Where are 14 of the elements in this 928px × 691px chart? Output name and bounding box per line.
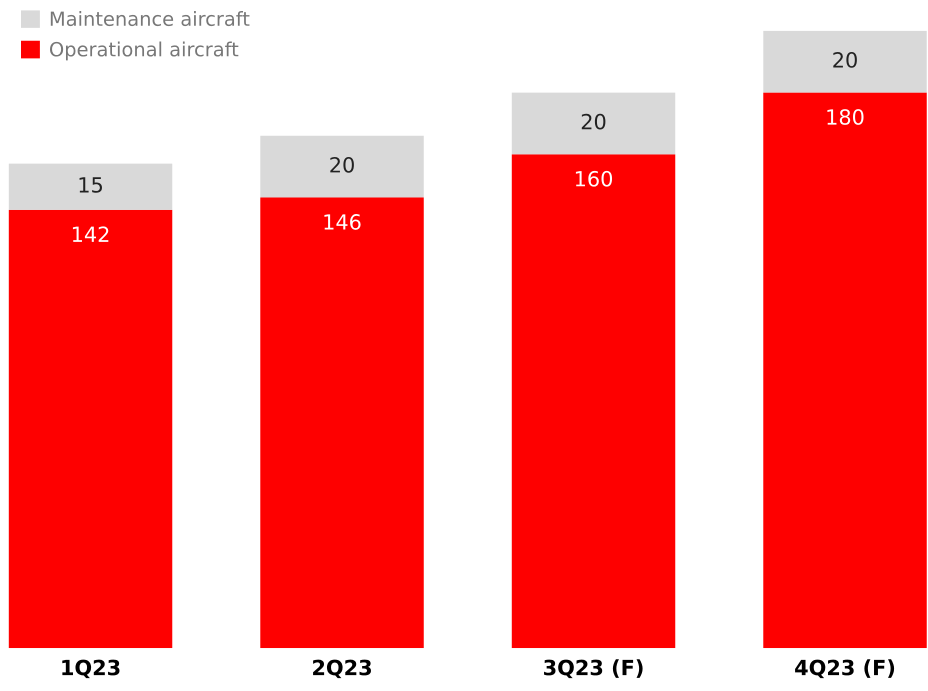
data-label: 160 — [576, 170, 612, 187]
data-label: 20 — [582, 114, 606, 130]
data-label: 180 — [827, 109, 864, 125]
data-label: 15 — [80, 177, 102, 193]
legend-label: Maintenance aircraft — [50, 11, 250, 26]
x-tick-label: 2Q23 — [313, 660, 371, 678]
data-label: 146 — [324, 214, 361, 230]
x-tick-label: 3Q23 (F) — [544, 659, 643, 678]
data-label: 20 — [833, 52, 857, 68]
data-label: 142 — [72, 226, 108, 242]
x-tick-label: 4Q23 (F) — [795, 659, 894, 678]
data-label: 20 — [330, 156, 354, 173]
legend-label: Operational aircraft — [50, 42, 238, 60]
x-tick-label: 1Q23 — [62, 660, 120, 678]
